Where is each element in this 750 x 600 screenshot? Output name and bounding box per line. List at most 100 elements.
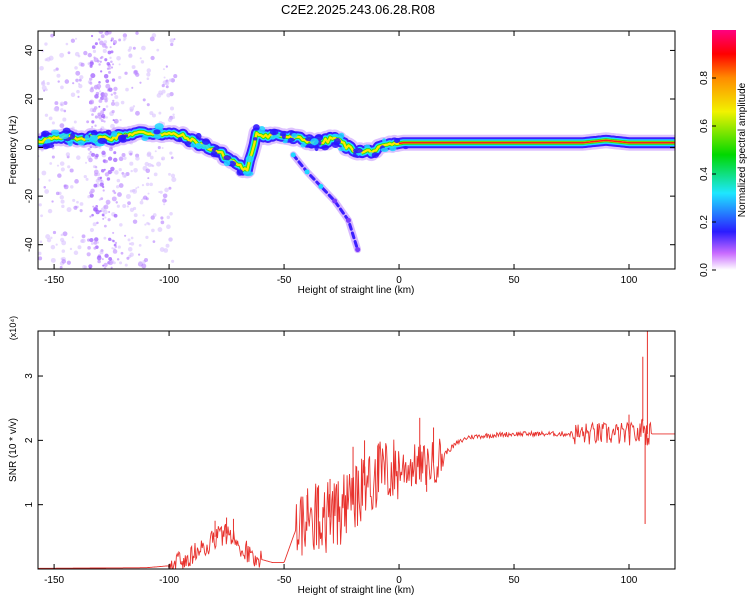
noise-point [76,80,79,83]
noise-point [120,251,124,255]
noise-point [171,115,176,120]
spectrogram-blob [382,138,387,143]
noise-point [74,66,78,70]
spectrogram-blob [243,171,254,177]
noise-point [72,82,75,85]
noise-point [98,105,101,108]
noise-point [149,155,154,160]
noise-point [87,246,91,250]
spectrogram-blob [258,126,266,133]
noise-point [81,238,86,244]
noise-point [163,248,169,253]
noise-point [112,189,115,193]
noise-point [110,166,115,172]
noise-point [64,79,70,84]
spectrogram-blob [67,139,73,147]
spectrogram-blob [279,132,287,137]
noise-point [111,247,114,250]
spectrogram-blob [195,142,203,149]
noise-point [110,66,114,69]
noise-point [118,167,122,172]
noise-point [110,60,113,64]
spectrogram-branch-point [318,183,324,189]
noise-point [108,70,111,74]
noise-point [113,151,117,155]
noise-point [119,118,122,122]
spectrogram-blob [210,150,218,155]
noise-point [103,92,108,98]
noise-point [113,213,118,218]
noise-point [100,197,104,201]
noise-point [99,90,102,93]
spectrogram-blob [300,143,306,148]
noise-point [102,108,106,112]
noise-point [111,101,116,106]
noise-point [116,55,121,61]
noise-point [54,101,59,106]
noise-point [98,31,104,35]
noise-point [94,124,97,127]
noise-point [78,78,82,82]
noise-point [96,255,102,261]
noise-point [93,183,98,188]
noise-point [137,186,140,189]
spectrogram-blob [269,128,279,136]
spectrogram-frame [37,30,676,270]
noise-point [129,108,134,113]
noise-point [48,116,53,121]
noise-point [112,231,115,234]
spectrogram-blob [50,129,60,135]
noise-point [169,151,173,155]
noise-point [93,56,96,59]
noise-point [51,200,54,203]
noise-point [161,158,164,161]
spectrogram-blob [111,130,118,138]
noise-point [159,247,165,252]
noise-point [123,38,126,42]
spectrogram-blob [44,143,55,149]
noise-point [104,58,108,62]
noise-point [133,168,138,173]
noise-point [117,192,122,197]
noise-point [45,88,48,92]
snr-x-label: Height of straight line (km) [298,585,415,596]
noise-point [93,240,98,245]
noise-point [119,261,123,265]
spectrogram-blob [321,144,329,151]
noise-point [89,227,95,233]
noise-point [66,260,71,265]
noise-point [138,261,143,266]
noise-point [52,230,57,235]
noise-point [101,258,104,261]
noise-point [108,256,113,261]
noise-point [72,198,76,202]
noise-point [105,116,108,119]
spectrogram-blob [213,145,220,151]
noise-point [38,251,42,256]
noise-point [94,115,99,119]
noise-point [104,253,109,258]
snr-x-ticks: -150 -100 -50 0 50 100 [44,331,638,586]
noise-point [78,82,81,86]
noise-point [124,234,127,237]
noise-point [63,101,68,106]
spectrogram-blob [287,137,295,142]
noise-point [88,264,93,269]
noise-point [70,185,74,189]
noise-point [119,223,123,227]
x-tick-label: 100 [621,275,638,286]
noise-point [170,173,176,178]
noise-point [168,237,173,242]
colorbar-tick-label: 0.6 [699,119,710,133]
noise-point [144,161,149,167]
spectrogram-branch-point [345,217,351,223]
spectrogram-ridge-peak [398,139,675,145]
noise-point [59,161,65,166]
noise-point [104,99,108,103]
noise-point [48,179,51,182]
noise-point [118,38,122,42]
noise-point [161,147,164,150]
noise-point [108,67,111,70]
y-tick-label: -20 [24,188,35,203]
x-tick-label: -50 [277,575,292,586]
